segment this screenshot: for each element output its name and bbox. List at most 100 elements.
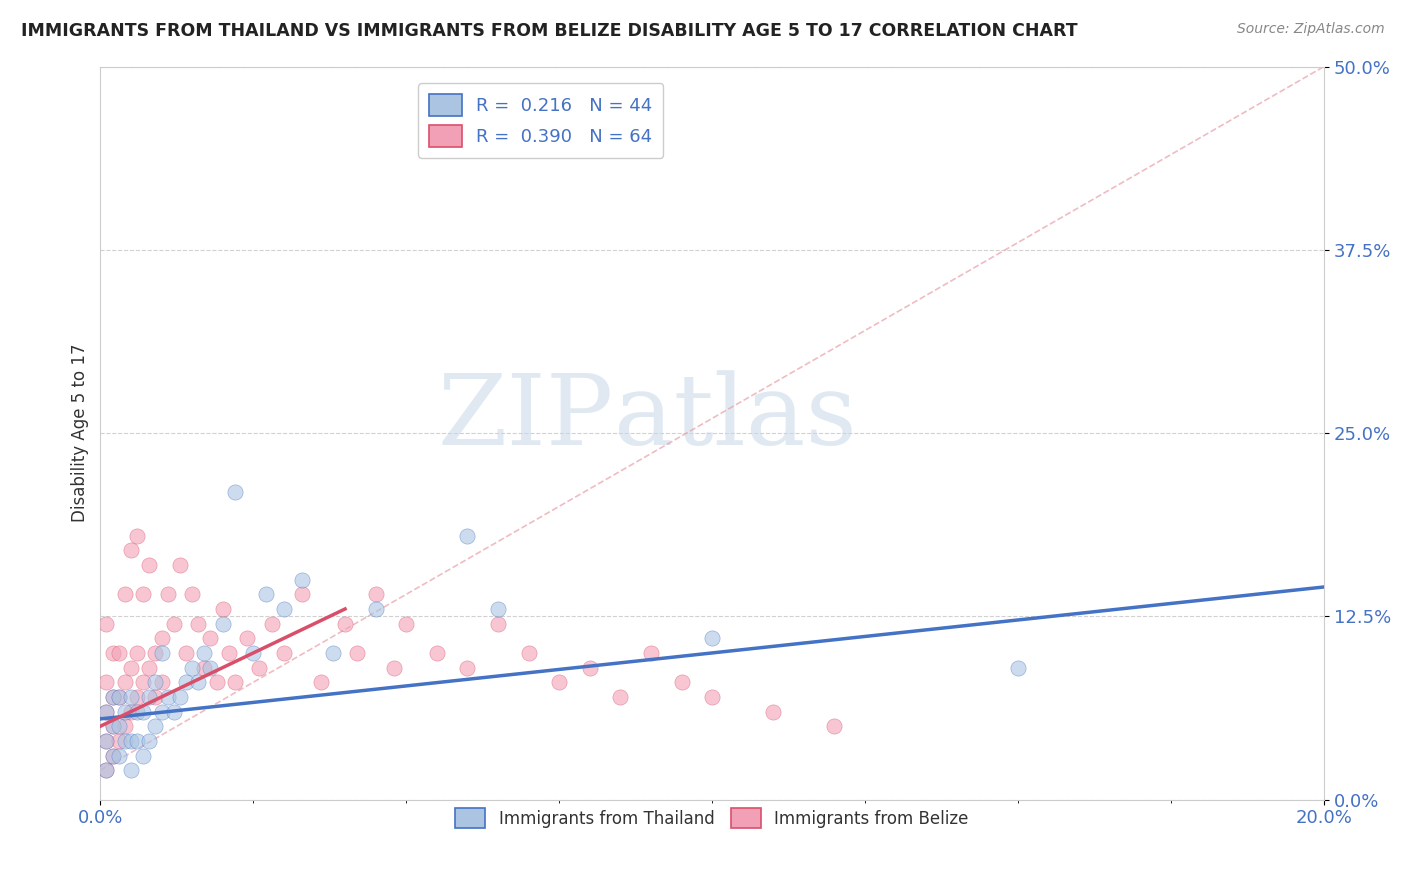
- Point: [96, 763, 118, 777]
- Point: [193, 660, 215, 674]
- Point: [125, 646, 148, 660]
- Point: [249, 660, 271, 674]
- Point: [125, 734, 148, 748]
- Point: [132, 705, 155, 719]
- Point: [120, 543, 142, 558]
- Point: [96, 705, 118, 719]
- Point: [236, 632, 259, 646]
- Point: [120, 734, 142, 748]
- Point: [96, 705, 118, 719]
- Point: [242, 646, 264, 660]
- Point: [150, 705, 173, 719]
- Point: [187, 675, 209, 690]
- Point: [132, 587, 155, 601]
- Point: [174, 675, 197, 690]
- Point: [211, 616, 233, 631]
- Point: [609, 690, 631, 704]
- Point: [96, 734, 118, 748]
- Point: [96, 734, 118, 748]
- Point: [211, 602, 233, 616]
- Point: [578, 660, 600, 674]
- Legend: Immigrants from Thailand, Immigrants from Belize: Immigrants from Thailand, Immigrants fro…: [449, 802, 976, 835]
- Point: [322, 646, 344, 660]
- Point: [150, 632, 173, 646]
- Y-axis label: Disability Age 5 to 17: Disability Age 5 to 17: [72, 343, 89, 523]
- Point: [200, 632, 222, 646]
- Point: [107, 719, 129, 733]
- Point: [181, 587, 204, 601]
- Point: [114, 734, 136, 748]
- Point: [640, 646, 662, 660]
- Point: [120, 690, 142, 704]
- Point: [700, 632, 723, 646]
- Point: [1007, 660, 1029, 674]
- Text: ZIP: ZIP: [439, 370, 614, 467]
- Point: [364, 602, 387, 616]
- Point: [163, 705, 186, 719]
- Point: [333, 616, 356, 631]
- Point: [193, 646, 215, 660]
- Point: [174, 646, 197, 660]
- Point: [138, 734, 160, 748]
- Point: [824, 719, 846, 733]
- Point: [114, 705, 136, 719]
- Point: [456, 660, 478, 674]
- Point: [260, 616, 283, 631]
- Point: [107, 734, 129, 748]
- Point: [114, 719, 136, 733]
- Point: [138, 660, 160, 674]
- Point: [291, 587, 314, 601]
- Point: [700, 690, 723, 704]
- Point: [132, 675, 155, 690]
- Point: [145, 719, 167, 733]
- Point: [364, 587, 387, 601]
- Point: [107, 646, 129, 660]
- Point: [107, 690, 129, 704]
- Point: [145, 675, 167, 690]
- Point: [120, 705, 142, 719]
- Point: [107, 690, 129, 704]
- Point: [200, 660, 222, 674]
- Point: [114, 675, 136, 690]
- Point: [101, 748, 124, 763]
- Point: [101, 690, 124, 704]
- Point: [254, 587, 277, 601]
- Point: [671, 675, 693, 690]
- Point: [346, 646, 368, 660]
- Point: [125, 705, 148, 719]
- Point: [107, 748, 129, 763]
- Point: [486, 602, 509, 616]
- Point: [187, 616, 209, 631]
- Point: [101, 646, 124, 660]
- Text: Source: ZipAtlas.com: Source: ZipAtlas.com: [1237, 22, 1385, 37]
- Point: [96, 675, 118, 690]
- Point: [169, 558, 191, 572]
- Point: [138, 558, 160, 572]
- Point: [150, 675, 173, 690]
- Point: [205, 675, 228, 690]
- Point: [156, 690, 179, 704]
- Point: [145, 690, 167, 704]
- Point: [181, 660, 204, 674]
- Point: [101, 719, 124, 733]
- Point: [426, 646, 449, 660]
- Point: [169, 690, 191, 704]
- Text: atlas: atlas: [614, 370, 858, 467]
- Point: [132, 748, 155, 763]
- Point: [96, 616, 118, 631]
- Point: [125, 529, 148, 543]
- Point: [456, 529, 478, 543]
- Text: IMMIGRANTS FROM THAILAND VS IMMIGRANTS FROM BELIZE DISABILITY AGE 5 TO 17 CORREL: IMMIGRANTS FROM THAILAND VS IMMIGRANTS F…: [21, 22, 1078, 40]
- Point: [101, 690, 124, 704]
- Point: [120, 763, 142, 777]
- Point: [156, 587, 179, 601]
- Point: [548, 675, 571, 690]
- Point: [762, 705, 785, 719]
- Point: [273, 602, 295, 616]
- Point: [486, 616, 509, 631]
- Point: [114, 587, 136, 601]
- Point: [150, 646, 173, 660]
- Point: [218, 646, 240, 660]
- Point: [517, 646, 540, 660]
- Point: [291, 573, 314, 587]
